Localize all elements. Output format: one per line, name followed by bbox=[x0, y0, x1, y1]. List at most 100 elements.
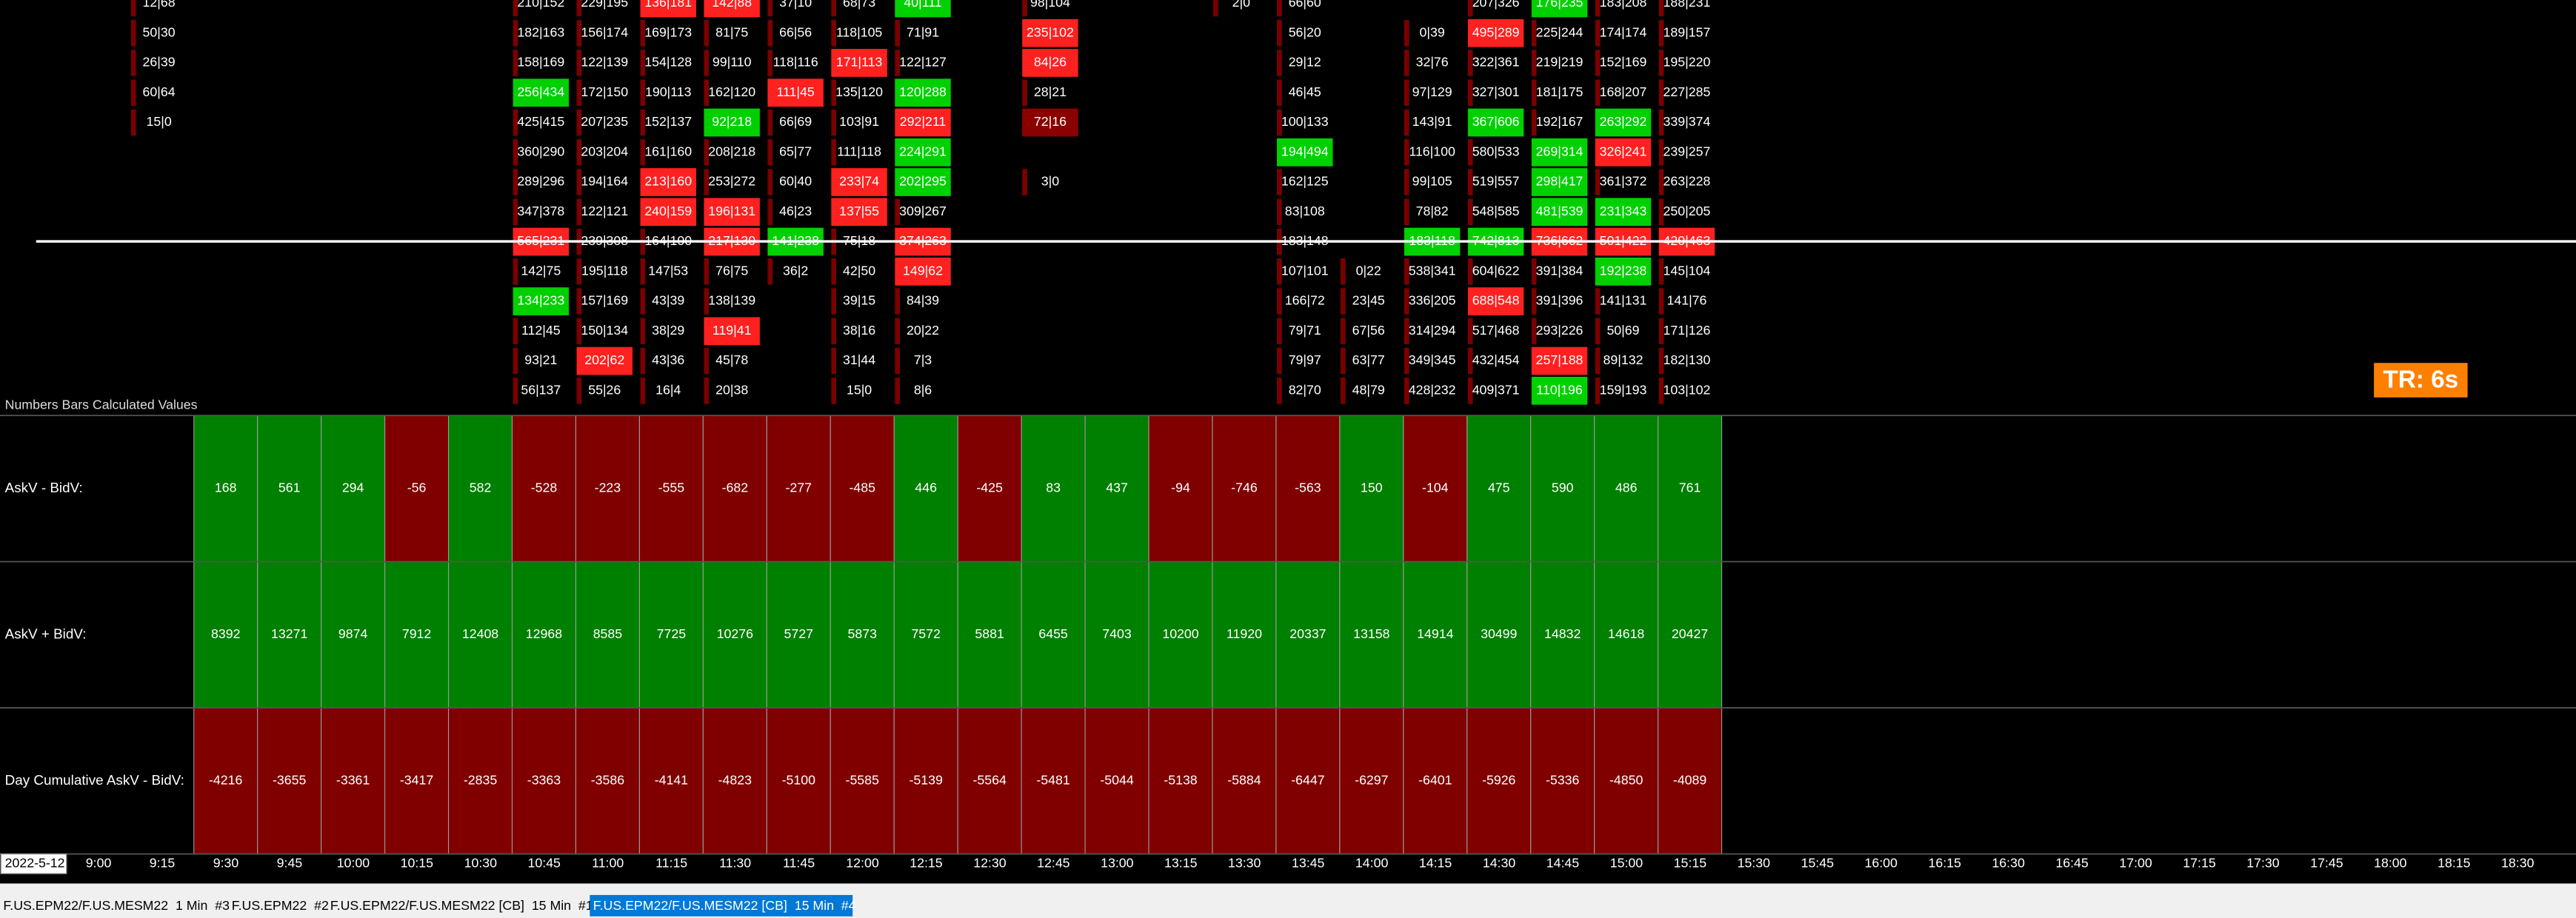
time-label: 18:15 bbox=[2437, 855, 2471, 870]
cell-bar bbox=[1404, 258, 1409, 285]
cell-bar bbox=[513, 378, 518, 404]
tab-selected[interactable] bbox=[590, 894, 853, 917]
cell-value: 50|69 bbox=[1606, 323, 1639, 338]
cell-value: 517|468 bbox=[1472, 323, 1520, 338]
table-value: 150 bbox=[1361, 480, 1383, 495]
table-value: 7572 bbox=[911, 626, 940, 641]
cell-value: 162|125 bbox=[1281, 174, 1329, 189]
table-value: -425 bbox=[976, 480, 1003, 495]
cell-highlight bbox=[1531, 198, 1588, 227]
time-label: 11:45 bbox=[783, 855, 815, 870]
tab[interactable]: F.US.EPM22/F.US.MESM22 [CB] 15 Min #1 bbox=[330, 898, 593, 913]
cell-value: 118|105 bbox=[836, 24, 883, 39]
cell-bar bbox=[831, 258, 837, 285]
cell-bar bbox=[576, 50, 582, 76]
cell-bar bbox=[831, 378, 837, 404]
cell-value: 289|296 bbox=[517, 174, 564, 189]
table-cell bbox=[702, 561, 767, 708]
table-value: 12968 bbox=[526, 626, 562, 641]
cell-bar bbox=[1595, 318, 1601, 345]
cell-bar bbox=[767, 109, 773, 136]
cell-bar bbox=[1467, 79, 1473, 106]
cell-value: 28|21 bbox=[1034, 84, 1067, 99]
cell-bar bbox=[1595, 288, 1601, 315]
cell-bar bbox=[1277, 19, 1282, 47]
table-cell bbox=[766, 415, 831, 563]
cell-value: 227|285 bbox=[1664, 84, 1711, 99]
cell-value: 92|218 bbox=[712, 114, 752, 129]
time-label: 11:00 bbox=[592, 855, 624, 870]
time-label: 16:30 bbox=[1992, 855, 2025, 870]
time-label: 13:00 bbox=[1101, 855, 1134, 870]
table-cell bbox=[575, 415, 640, 563]
cell-highlight bbox=[1531, 346, 1588, 375]
cell-value: 82|70 bbox=[1289, 383, 1321, 398]
cell-bar bbox=[1277, 79, 1282, 106]
table-value: 5881 bbox=[975, 626, 1004, 641]
cell-bar bbox=[1595, 0, 1601, 17]
cell-value: 349|345 bbox=[1409, 352, 1456, 367]
cell-value: 42|50 bbox=[843, 263, 875, 278]
cell-highlight bbox=[895, 0, 951, 18]
cell-value: 183|208 bbox=[1600, 0, 1647, 10]
table-value: 446 bbox=[915, 480, 937, 495]
cell-value: 93|21 bbox=[524, 352, 557, 367]
cell-bar bbox=[1658, 258, 1664, 285]
cell-value: 40|111 bbox=[904, 0, 941, 10]
cell-highlight bbox=[1022, 108, 1078, 137]
cell-bar bbox=[1467, 0, 1473, 17]
tab[interactable]: F.US.EPM22/F.US.MESM22 [CB] 15 Min #4 bbox=[593, 898, 856, 913]
cell-value: 195|220 bbox=[1664, 55, 1711, 70]
cell-highlight bbox=[1277, 138, 1333, 167]
cell-bar bbox=[1467, 347, 1473, 375]
cell-value: 76|75 bbox=[715, 263, 748, 278]
table-cell bbox=[511, 707, 577, 855]
cell-bar bbox=[640, 258, 646, 285]
table-value: 12408 bbox=[462, 626, 498, 641]
cell-bar bbox=[1467, 198, 1473, 226]
cell-value: 347|378 bbox=[517, 204, 564, 218]
cell-bar bbox=[831, 109, 837, 136]
cell-value: 604|622 bbox=[1472, 263, 1520, 278]
cell-highlight bbox=[1595, 257, 1652, 286]
time-label: 10:30 bbox=[464, 855, 498, 870]
table-value: -6297 bbox=[1355, 772, 1388, 787]
table-value: 14914 bbox=[1417, 626, 1453, 641]
cell-value: 432|454 bbox=[1472, 352, 1520, 367]
cell-bar bbox=[1404, 50, 1409, 76]
table-cell bbox=[1021, 561, 1086, 708]
cell-bar bbox=[1467, 138, 1473, 166]
cell-bar bbox=[576, 198, 582, 226]
table-cell bbox=[1212, 561, 1277, 708]
time-label: 17:00 bbox=[2119, 855, 2152, 870]
table-cell bbox=[193, 707, 258, 855]
table-value: 582 bbox=[470, 480, 492, 495]
cell-bar bbox=[1658, 109, 1664, 136]
cell-value: 263|292 bbox=[1600, 114, 1647, 129]
cell-bar bbox=[1277, 378, 1282, 404]
cell-highlight bbox=[640, 198, 696, 227]
table-value: 13271 bbox=[271, 626, 307, 641]
cell-value: 219|219 bbox=[1536, 55, 1584, 70]
table-cell bbox=[1084, 415, 1149, 563]
cell-value: 161|160 bbox=[644, 144, 692, 158]
time-label: 13:15 bbox=[1164, 855, 1198, 870]
cell-highlight bbox=[1467, 19, 1524, 47]
row-label: AskV - BidV: bbox=[5, 480, 83, 495]
table-value: 5873 bbox=[848, 626, 878, 641]
tab[interactable]: F.US.EPM22/F.US.MESM22 1 Min #3 bbox=[3, 898, 230, 913]
cell-value: 56|137 bbox=[521, 383, 561, 398]
cell-value: 111|45 bbox=[776, 84, 814, 99]
cell-bar bbox=[1277, 198, 1282, 226]
cell-bar bbox=[513, 258, 518, 285]
table-value: 590 bbox=[1552, 480, 1574, 495]
table-value: 13158 bbox=[1353, 626, 1389, 641]
cell-value: 361|372 bbox=[1600, 174, 1647, 189]
cell-value: 250|205 bbox=[1664, 204, 1711, 218]
cell-bar bbox=[1277, 169, 1282, 195]
cell-bar bbox=[1595, 378, 1601, 404]
tab[interactable]: F.US.EPM22 #2 bbox=[232, 898, 329, 913]
date-label: 2022-5-12 bbox=[5, 855, 65, 870]
cell-bar bbox=[1022, 169, 1027, 195]
time-label: 17:45 bbox=[2310, 855, 2343, 870]
